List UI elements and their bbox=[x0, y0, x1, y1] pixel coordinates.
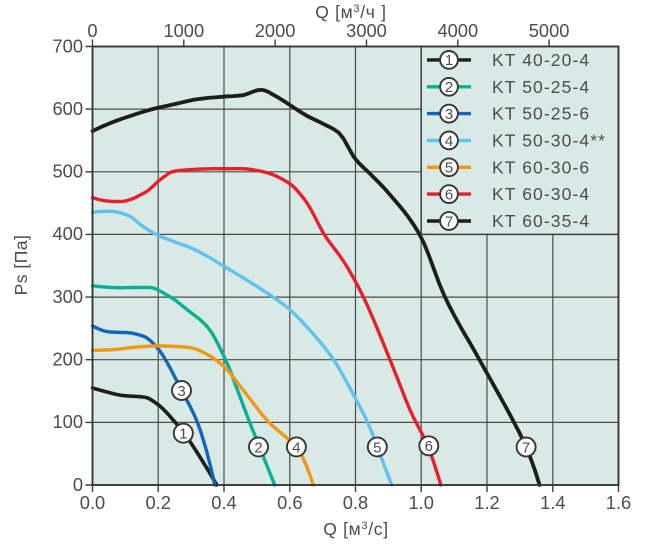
svg-text:6: 6 bbox=[445, 186, 453, 203]
svg-text:2: 2 bbox=[254, 439, 262, 456]
svg-text:KT 60-35-4: KT 60-35-4 bbox=[492, 211, 590, 231]
svg-text:5: 5 bbox=[445, 160, 453, 177]
svg-text:0.8: 0.8 bbox=[343, 492, 368, 513]
svg-text:0.4: 0.4 bbox=[211, 492, 236, 513]
svg-text:0.2: 0.2 bbox=[145, 492, 170, 513]
svg-text:400: 400 bbox=[52, 223, 83, 244]
svg-text:1: 1 bbox=[179, 426, 187, 443]
svg-text:3000: 3000 bbox=[346, 20, 387, 41]
svg-text:5: 5 bbox=[373, 439, 381, 456]
svg-text:0: 0 bbox=[87, 20, 97, 41]
svg-text:KT 60-30-6: KT 60-30-6 bbox=[492, 157, 590, 177]
svg-text:3: 3 bbox=[445, 106, 453, 123]
svg-text:2: 2 bbox=[445, 79, 453, 96]
svg-text:2000: 2000 bbox=[255, 20, 296, 41]
svg-text:1.6: 1.6 bbox=[606, 492, 631, 513]
svg-text:200: 200 bbox=[52, 349, 83, 370]
svg-text:100: 100 bbox=[52, 411, 83, 432]
svg-text:1000: 1000 bbox=[163, 20, 204, 41]
svg-text:KT 50-25-6: KT 50-25-6 bbox=[492, 104, 590, 124]
svg-text:0: 0 bbox=[73, 474, 83, 495]
svg-text:Ps [Па]: Ps [Па] bbox=[11, 235, 31, 296]
svg-text:KT 40-20-4: KT 40-20-4 bbox=[492, 50, 590, 70]
svg-text:600: 600 bbox=[52, 98, 83, 119]
svg-text:3: 3 bbox=[177, 383, 185, 400]
svg-text:1.4: 1.4 bbox=[540, 492, 565, 513]
svg-text:KT 50-30-4**: KT 50-30-4** bbox=[492, 130, 606, 150]
svg-text:500: 500 bbox=[52, 161, 83, 182]
svg-text:0.0: 0.0 bbox=[80, 492, 105, 513]
svg-text:1: 1 bbox=[445, 52, 453, 69]
svg-text:1.2: 1.2 bbox=[474, 492, 499, 513]
svg-text:5000: 5000 bbox=[529, 20, 570, 41]
svg-text:4000: 4000 bbox=[437, 20, 478, 41]
svg-text:6: 6 bbox=[425, 438, 433, 455]
svg-text:Q [м3/ч ]: Q [м3/ч ] bbox=[315, 2, 387, 22]
svg-text:0.6: 0.6 bbox=[277, 492, 302, 513]
svg-text:300: 300 bbox=[52, 286, 83, 307]
svg-text:KT 50-25-4: KT 50-25-4 bbox=[492, 77, 590, 97]
svg-text:Q [м3/с]: Q [м3/с] bbox=[323, 519, 389, 539]
svg-text:KT 60-30-4: KT 60-30-4 bbox=[492, 184, 590, 204]
svg-text:4: 4 bbox=[445, 133, 453, 150]
svg-text:7: 7 bbox=[445, 213, 453, 230]
svg-text:700: 700 bbox=[52, 35, 83, 56]
svg-text:1.0: 1.0 bbox=[408, 492, 433, 513]
svg-text:4: 4 bbox=[292, 439, 300, 456]
svg-text:7: 7 bbox=[522, 439, 530, 456]
